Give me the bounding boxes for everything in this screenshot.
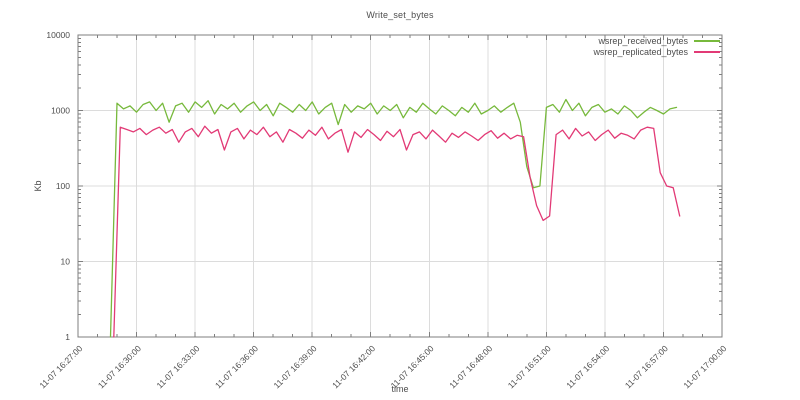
x-axis-label: time xyxy=(391,384,409,394)
y-tick-label: 100 xyxy=(56,181,70,191)
legend-label-received: wsrep_received_bytes xyxy=(598,35,688,46)
y-tick-label: 10000 xyxy=(46,30,70,40)
legend-item-replicated: wsrep_replicated_bytes xyxy=(593,46,720,57)
series-line-wsrep_received_bytes xyxy=(109,98,678,338)
chart-title: Write_set_bytes xyxy=(366,10,434,20)
y-tick-label: 1000 xyxy=(51,106,70,116)
legend-item-received: wsrep_received_bytes xyxy=(593,35,720,46)
legend-line-sample-replicated xyxy=(694,50,720,53)
y-axis-label: Kb xyxy=(33,180,43,192)
legend-label-replicated: wsrep_replicated_bytes xyxy=(593,46,688,57)
legend-line-sample-received xyxy=(694,39,720,42)
y-tick-label: 10 xyxy=(61,257,71,267)
y-tick-label: 1 xyxy=(65,332,70,342)
legend: wsrep_received_bytes wsrep_replicated_by… xyxy=(593,35,720,57)
series-line-wsrep_replicated_bytes xyxy=(113,125,681,338)
